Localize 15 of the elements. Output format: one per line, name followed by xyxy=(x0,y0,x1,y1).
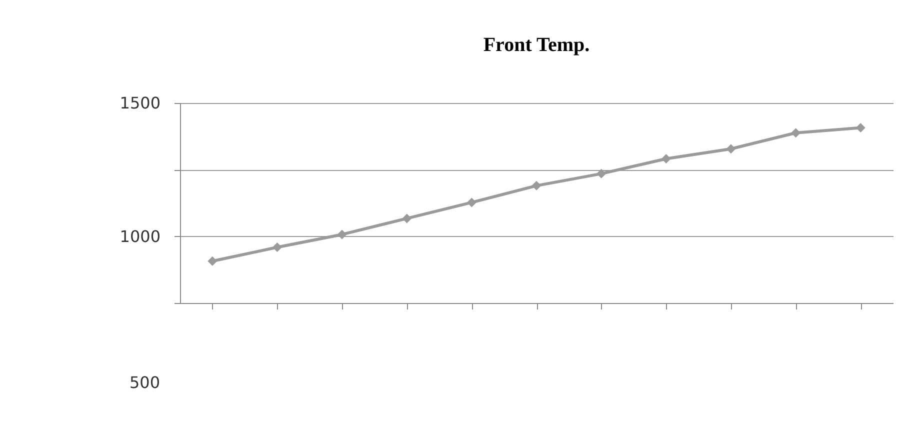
point xyxy=(402,214,412,224)
y-tick-label: 1500 xyxy=(120,94,160,112)
point xyxy=(208,256,218,266)
point xyxy=(272,242,282,252)
point xyxy=(726,144,736,154)
point xyxy=(791,128,801,138)
y-tick-label: 1000 xyxy=(120,226,160,246)
point xyxy=(661,154,671,164)
point xyxy=(466,198,476,208)
point xyxy=(596,168,606,178)
point xyxy=(856,123,866,133)
point xyxy=(532,180,542,190)
chart-title: Front Temp. xyxy=(483,34,590,56)
text: 500 xyxy=(129,373,160,392)
point xyxy=(337,230,347,240)
